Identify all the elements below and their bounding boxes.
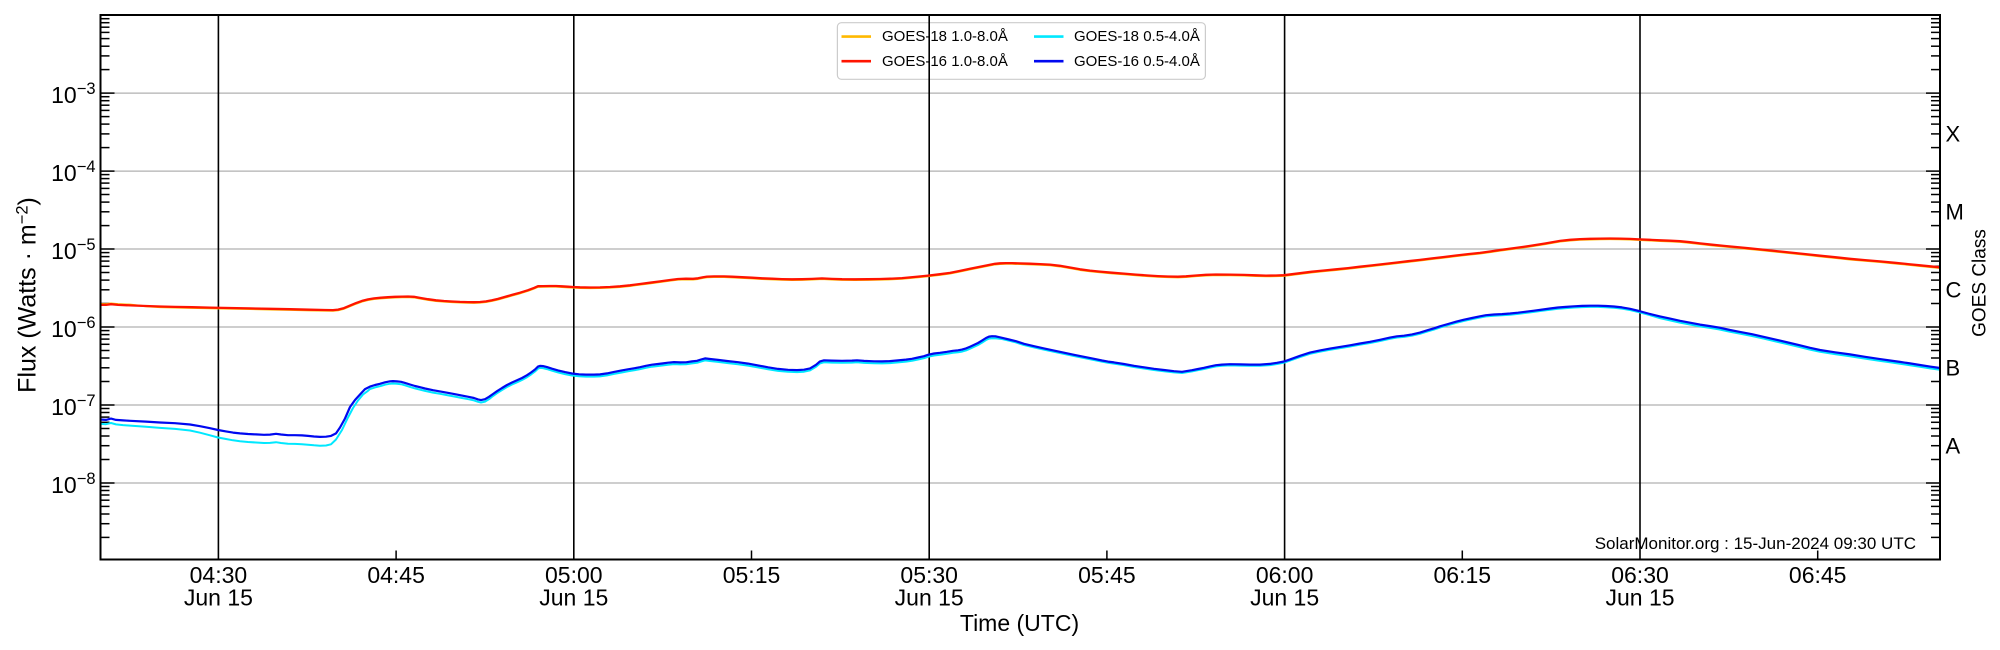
svg-text:Time (UTC): Time (UTC) — [960, 610, 1079, 636]
svg-text:06:45: 06:45 — [1789, 562, 1847, 588]
svg-text:A: A — [1946, 434, 1961, 459]
svg-text:10−6: 10−6 — [51, 314, 95, 342]
svg-text:Jun 15: Jun 15 — [895, 585, 964, 611]
svg-text:05:45: 05:45 — [1078, 562, 1136, 588]
svg-text:Jun 15: Jun 15 — [1605, 585, 1674, 611]
svg-text:Jun 15: Jun 15 — [539, 585, 608, 611]
svg-text:04:30: 04:30 — [190, 562, 248, 588]
svg-text:05:15: 05:15 — [723, 562, 781, 588]
svg-text:06:00: 06:00 — [1256, 562, 1314, 588]
svg-text:05:30: 05:30 — [900, 562, 958, 588]
svg-text:GOES Class: GOES Class — [1970, 229, 1991, 337]
svg-text:C: C — [1946, 278, 1962, 303]
svg-text:Jun 15: Jun 15 — [184, 585, 253, 611]
svg-text:Flux (Watts · m−2): Flux (Watts · m−2) — [14, 197, 42, 393]
svg-text:B: B — [1946, 356, 1961, 381]
svg-text:04:45: 04:45 — [367, 562, 425, 588]
svg-text:06:15: 06:15 — [1434, 562, 1492, 588]
svg-text:06:30: 06:30 — [1611, 562, 1669, 588]
svg-text:X: X — [1946, 122, 1961, 147]
svg-text:Jun 15: Jun 15 — [1250, 585, 1319, 611]
svg-text:M: M — [1946, 200, 1964, 225]
svg-text:GOES-16 1.0-8.0Å: GOES-16 1.0-8.0Å — [882, 53, 1008, 70]
svg-text:SolarMonitor.org : 15-Jun-2024: SolarMonitor.org : 15-Jun-2024 09:30 UTC — [1595, 534, 1916, 553]
svg-text:05:00: 05:00 — [545, 562, 603, 588]
svg-text:GOES-18 0.5-4.0Å: GOES-18 0.5-4.0Å — [1074, 28, 1200, 45]
svg-text:GOES-18 1.0-8.0Å: GOES-18 1.0-8.0Å — [882, 28, 1008, 45]
svg-text:GOES-16 0.5-4.0Å: GOES-16 0.5-4.0Å — [1074, 53, 1200, 70]
